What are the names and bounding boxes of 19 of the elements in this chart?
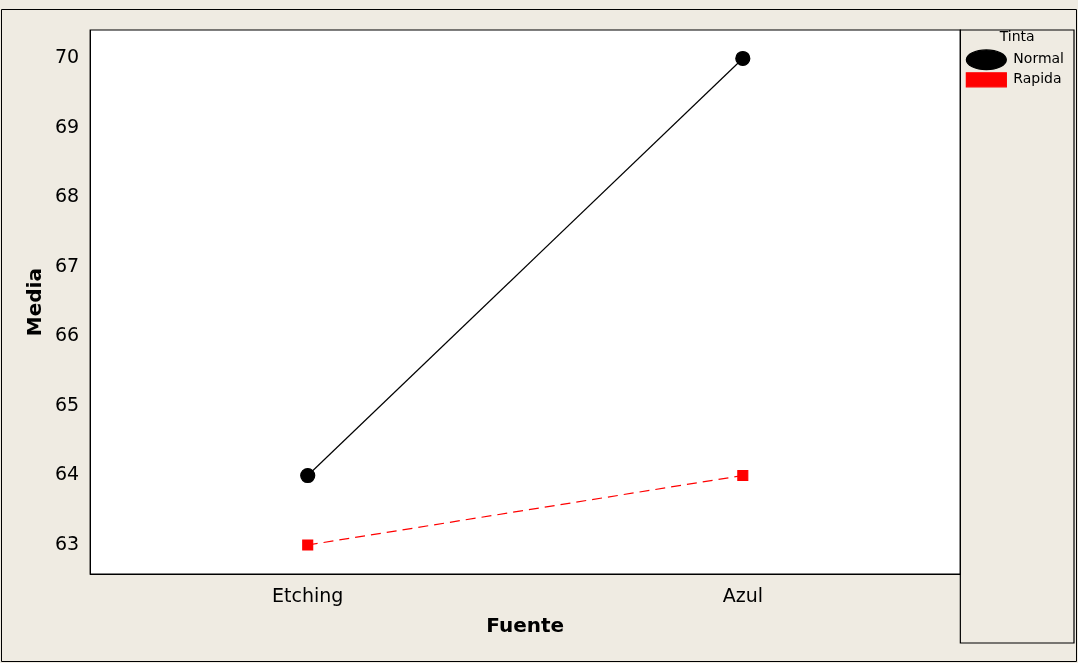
y-tick-label: 69 xyxy=(54,114,80,137)
y-tick-label: 64 xyxy=(54,462,80,485)
y-tick-label: 68 xyxy=(54,184,80,207)
point xyxy=(302,539,314,551)
legend-label: Rapida xyxy=(1013,70,1062,87)
y-tick-label: 67 xyxy=(54,253,80,276)
x-axis-title: Fuente xyxy=(486,613,565,638)
legend-title: Tinta xyxy=(998,27,1035,44)
y-axis-title: Media xyxy=(22,268,47,337)
y-tick-label: 65 xyxy=(54,392,80,415)
y-tick-label: 66 xyxy=(54,323,80,346)
y-tick-label: 63 xyxy=(54,531,80,554)
point xyxy=(300,467,316,484)
point xyxy=(735,50,751,67)
y-tick-label: 70 xyxy=(54,45,80,68)
point xyxy=(737,469,749,482)
legend-label: Normal xyxy=(1013,50,1064,67)
x-tick-label: Etching xyxy=(272,583,344,606)
x-tick-label: Azul xyxy=(722,583,763,606)
